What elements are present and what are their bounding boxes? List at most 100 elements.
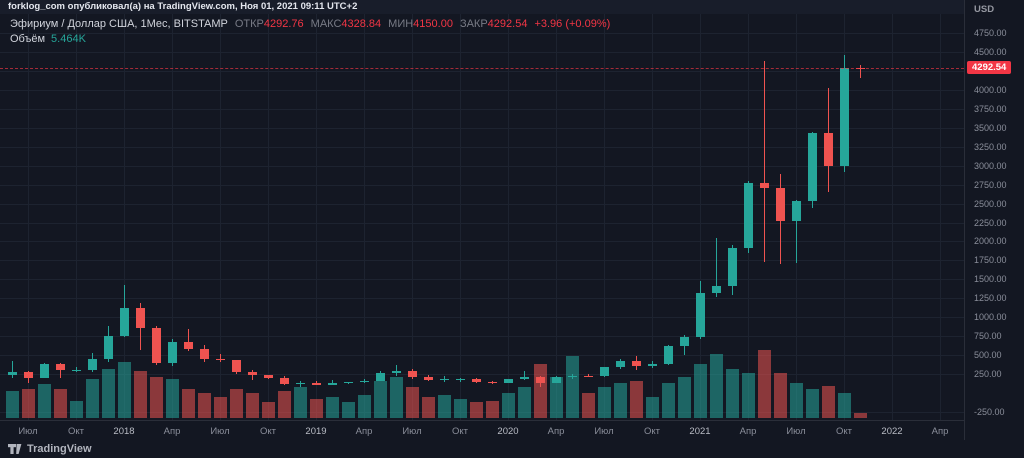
candle-body — [775, 187, 785, 221]
price-tick-label: 750.00 — [974, 331, 1002, 342]
volume-bar — [693, 363, 707, 418]
price-tick-label: 1500.00 — [974, 274, 1007, 285]
candle-wick — [187, 328, 189, 352]
candle-body — [551, 377, 561, 383]
candle-body — [807, 133, 817, 202]
gridline-vertical — [940, 14, 941, 420]
volume-bar — [37, 384, 51, 418]
last-price-line — [0, 67, 964, 69]
volume-bar — [293, 386, 307, 418]
gridline-horizontal — [0, 355, 964, 357]
candle-body — [439, 379, 449, 381]
gridline-vertical — [268, 14, 269, 420]
volume-bar — [597, 386, 611, 418]
candle-body — [839, 67, 849, 166]
candle-body — [39, 364, 49, 378]
price-tick-label: 2500.00 — [974, 198, 1007, 209]
candle-body — [471, 379, 481, 382]
volume-bar — [581, 392, 595, 418]
gridline-horizontal — [0, 70, 964, 72]
time-axis[interactable]: Июл Окт 2018 Апр Июл Окт 2019 Апр Июл Окт 2020 Апр И… — [0, 420, 964, 440]
time-tick-label: Июл — [786, 426, 806, 437]
gridline-horizontal — [0, 165, 964, 167]
candle-body — [823, 133, 833, 166]
price-tick-label: 1250.00 — [974, 293, 1007, 304]
tradingview-logo[interactable]: TradingView — [8, 441, 92, 457]
volume-label[interactable]: Объём — [10, 33, 46, 45]
volume-bar — [629, 381, 643, 418]
time-tick-label: Июл — [402, 426, 422, 437]
volume-bar — [565, 355, 579, 418]
time-tick-label: 2021 — [689, 426, 711, 437]
gridline-vertical — [652, 14, 653, 420]
gridline-horizontal — [0, 336, 964, 338]
open-value: 4292.76 — [263, 18, 304, 30]
last-price-badge: 4292.54 — [967, 61, 1012, 75]
gridline-vertical — [364, 14, 365, 420]
price-axis[interactable]: USD 4750.004500.004250.004000.003750.003… — [964, 0, 1024, 440]
volume-bar — [501, 392, 515, 418]
time-tick-label: 2022 — [881, 426, 903, 437]
candle-body — [711, 285, 721, 294]
candle-body — [167, 342, 177, 364]
low-label: МИН — [388, 18, 414, 30]
price-tick-label: 4750.00 — [974, 28, 1007, 38]
high-value: 4328.84 — [341, 18, 382, 30]
candle-body — [279, 378, 289, 385]
gridline-horizontal — [0, 241, 964, 243]
volume-bar — [277, 390, 291, 418]
price-tick-label: 1000.00 — [974, 312, 1007, 323]
volume-bar — [389, 377, 403, 418]
candle-wick — [587, 373, 589, 377]
gridline-vertical — [316, 14, 317, 420]
price-tick-label: 3250.00 — [974, 141, 1007, 152]
volume-bar — [437, 394, 451, 418]
volume-bar — [485, 401, 499, 418]
candle-body — [647, 363, 657, 366]
volume-bar — [549, 377, 563, 418]
volume-bar — [5, 390, 19, 418]
candle-body — [599, 366, 609, 376]
gridline-horizontal — [0, 51, 964, 53]
volume-bar — [101, 369, 115, 418]
price-tick-label: 250.00 — [974, 369, 1002, 380]
symbol-title[interactable]: Эфириум / Доллар США, 1Мес, BITSTAMP — [10, 18, 228, 30]
time-tick-label: Окт — [643, 426, 660, 437]
volume-bar — [853, 412, 867, 418]
candle-body — [583, 375, 593, 377]
time-tick-label: Апр — [547, 426, 565, 437]
candle-body — [7, 371, 17, 376]
volume-bar — [805, 388, 819, 418]
price-tick-label: 4500.00 — [974, 46, 1007, 57]
volume-bar — [21, 388, 35, 418]
candle-wick — [11, 361, 13, 378]
time-tick-label: 2018 — [113, 426, 135, 437]
candle-wick — [395, 365, 397, 376]
candle-body — [375, 372, 385, 381]
candle-wick — [443, 376, 445, 382]
gridline-vertical — [604, 14, 605, 420]
candle-body — [343, 382, 353, 384]
gridline-horizontal — [0, 298, 964, 300]
candle-body — [135, 308, 145, 329]
candle-body — [487, 381, 497, 384]
candle-body — [71, 369, 81, 371]
volume-bar — [373, 381, 387, 418]
gridline-horizontal — [0, 184, 964, 186]
gridline-horizontal — [0, 260, 964, 262]
candle-body — [215, 358, 225, 361]
volume-bar — [165, 379, 179, 418]
volume-bar — [69, 400, 83, 418]
volume-bar — [757, 350, 771, 418]
chart-pane[interactable]: Эфириум / Доллар США, 1Мес, BITSTAMP ОТКР… — [0, 14, 964, 420]
candle-body — [263, 375, 273, 379]
candle-wick — [75, 366, 77, 373]
volume-bar — [53, 388, 67, 418]
candle-body — [567, 375, 577, 378]
volume-bar — [789, 383, 803, 418]
candle-body — [311, 382, 321, 385]
share-header-text: forklog_com опубликовал(а) на TradingVie… — [8, 1, 358, 12]
candle-body — [695, 293, 705, 338]
candle-body — [103, 335, 113, 360]
candle-wick — [59, 363, 61, 378]
